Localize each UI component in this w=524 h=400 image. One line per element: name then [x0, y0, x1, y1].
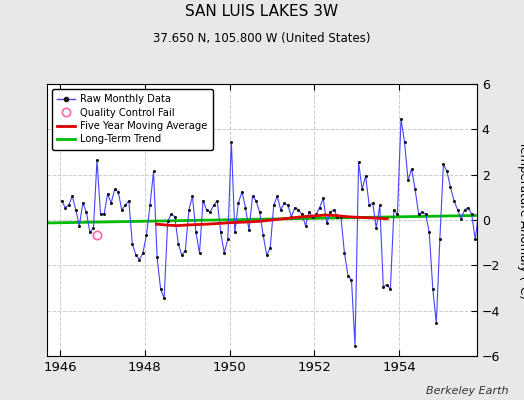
Legend: Raw Monthly Data, Quality Control Fail, Five Year Moving Average, Long-Term Tren: Raw Monthly Data, Quality Control Fail, … — [52, 89, 213, 150]
Y-axis label: Temperature Anomaly (°C): Temperature Anomaly (°C) — [517, 141, 524, 299]
Text: SAN LUIS LAKES 3W: SAN LUIS LAKES 3W — [185, 4, 339, 19]
Text: Berkeley Earth: Berkeley Earth — [426, 386, 508, 396]
Text: 37.650 N, 105.800 W (United States): 37.650 N, 105.800 W (United States) — [153, 32, 371, 45]
